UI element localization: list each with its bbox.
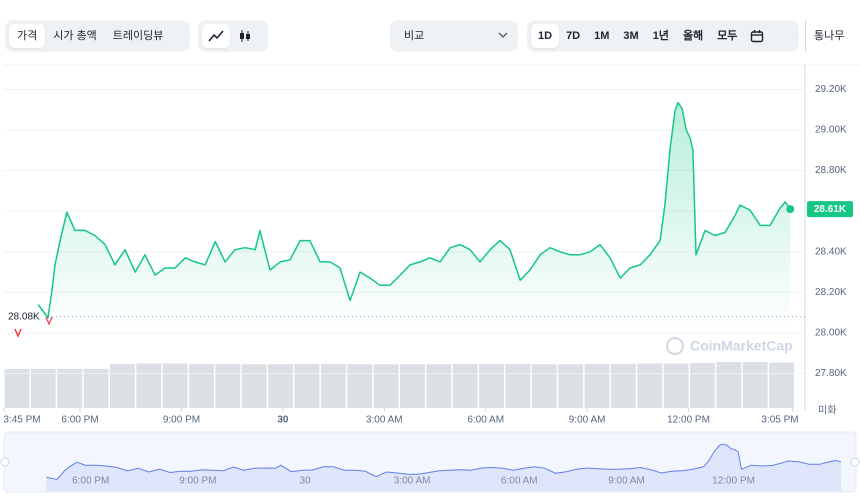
x-tick-label: 9:00 AM bbox=[569, 415, 606, 426]
y-tick-label: 28.40K bbox=[815, 246, 847, 257]
y-tick-label: 27.80K bbox=[815, 368, 847, 379]
range[interactable]: 3M bbox=[623, 30, 639, 42]
tab[interactable]: 트레이딩뷰 bbox=[112, 30, 164, 42]
current-price-box bbox=[807, 201, 853, 218]
navigator-tick-label: 6:00 PM bbox=[72, 476, 109, 487]
range[interactable]: 올해 bbox=[682, 30, 704, 42]
navigator-handle[interactable] bbox=[0, 457, 10, 467]
range[interactable]: 7D bbox=[566, 30, 581, 42]
chart-type bbox=[198, 20, 268, 52]
view-tabs: 가격 시가 총액 트레이딩뷰 bbox=[5, 20, 190, 52]
x-tick-label: 3:45 PM bbox=[3, 415, 40, 426]
tab[interactable]: 가격 bbox=[9, 24, 46, 48]
last-point bbox=[786, 205, 795, 214]
reference-label: 28.08K bbox=[8, 311, 40, 322]
calendar-icon[interactable] bbox=[744, 24, 770, 48]
navigator-line bbox=[46, 443, 842, 481]
navigator-handle[interactable] bbox=[850, 457, 860, 467]
navigator-tick-label: 9:00 PM bbox=[179, 476, 216, 487]
range-buttons: 1D 7D 1M 3M 1년 올해 모두 bbox=[527, 20, 799, 52]
range[interactable]: 모두 bbox=[717, 30, 738, 42]
range[interactable]: 1년 bbox=[652, 30, 669, 42]
x-tick-label: 3:05 PM bbox=[761, 415, 798, 426]
navigator-tick-label: 12:00 PM bbox=[712, 476, 755, 487]
y-tick-label: 29.00K bbox=[815, 125, 847, 136]
x-tick-label: 6:00 PM bbox=[61, 415, 98, 426]
x-tick-label: 6:00 AM bbox=[467, 415, 504, 426]
y-tick-label: 29.20K bbox=[815, 84, 847, 95]
compare-dropdown[interactable]: 비교 bbox=[390, 20, 518, 52]
range[interactable]: 1M bbox=[594, 30, 610, 42]
navigator-tick-label: 6:00 AM bbox=[501, 476, 538, 487]
x-tick-label: 30 bbox=[277, 415, 289, 426]
navigator-tick-label: 30 bbox=[299, 476, 311, 487]
tab[interactable]: 시가 총액 bbox=[53, 30, 97, 42]
y-tick-label: 28.20K bbox=[815, 287, 847, 298]
y-tick-label: 28.80K bbox=[815, 165, 847, 176]
compare-label: 비교 bbox=[404, 30, 425, 42]
navigator-tick-label: 9:00 AM bbox=[608, 476, 645, 487]
navigator-area bbox=[46, 444, 842, 491]
current-price-label: 28.61K bbox=[814, 204, 847, 215]
x-tick-label: 12:00 PM bbox=[667, 415, 710, 426]
event-marker bbox=[14, 328, 22, 338]
price-line bbox=[37, 101, 791, 319]
navigator-tick-label: 3:00 AM bbox=[394, 476, 431, 487]
currency-label: 미화 bbox=[818, 405, 836, 417]
x-tick-label: 3:00 AM bbox=[366, 415, 403, 426]
line-icon[interactable] bbox=[202, 24, 230, 48]
y-tick-label: 28.00K bbox=[815, 328, 847, 339]
range[interactable]: 1D bbox=[531, 24, 560, 48]
price-area bbox=[38, 102, 791, 404]
x-tick-label: 9:00 PM bbox=[163, 415, 200, 426]
log-toggle[interactable]: 통나무 bbox=[805, 20, 844, 52]
candle-icon[interactable] bbox=[230, 24, 260, 48]
volume-bar bbox=[4, 368, 30, 408]
